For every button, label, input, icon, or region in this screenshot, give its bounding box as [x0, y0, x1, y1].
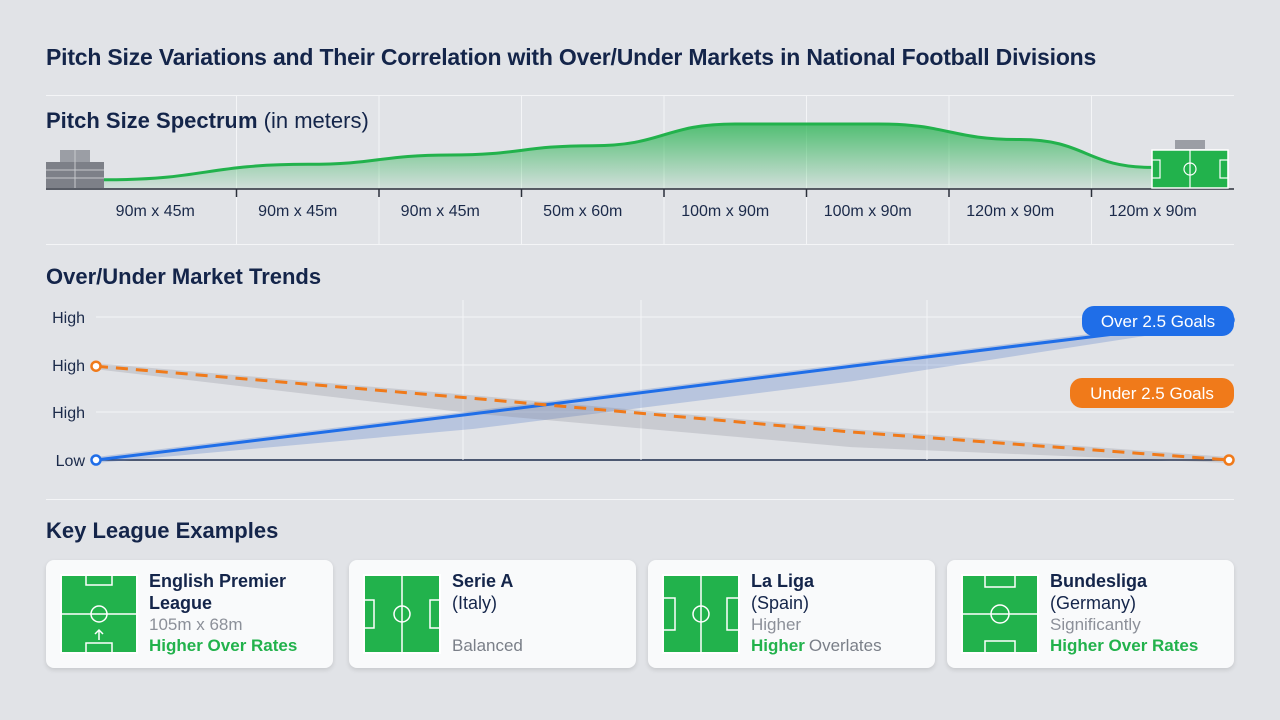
league-name: La Liga	[751, 571, 815, 591]
league-name: Bundesliga	[1050, 571, 1148, 591]
league-name-line2: League	[149, 593, 213, 613]
trend-point	[1223, 454, 1235, 466]
trend-point	[90, 454, 102, 466]
spectrum-tick-label: 100m x 90m	[681, 203, 769, 220]
spectrum-unit: (in meters)	[263, 108, 369, 133]
league-card-serie-a[interactable]: Serie A (Italy) Balanced	[349, 560, 636, 668]
trends-title: Over/Under Market Trends	[46, 264, 322, 289]
series-label-text: Over 2.5 Goals	[1101, 312, 1215, 331]
league-detail: Significantly	[1050, 615, 1141, 634]
over-goals-label	[1082, 306, 1234, 336]
league-card-bundesliga[interactable]: Bundesliga (Germany) Significantly Highe…	[947, 560, 1234, 668]
under-goals-label	[1070, 378, 1234, 408]
spectrum-tick-label: 100m x 90m	[824, 203, 912, 220]
league-trend: Higher	[751, 636, 805, 655]
league-country: (Italy)	[452, 593, 497, 613]
league-detail: Higher	[751, 615, 802, 634]
league-trend: Higher Over Rates	[1050, 636, 1199, 655]
trend-band	[96, 363, 1229, 463]
spectrum-tick-label: 50m x 60m	[543, 203, 622, 220]
league-detail	[452, 614, 628, 635]
divider-middle	[46, 244, 1234, 245]
over-under-trend-chart: High High High Low Over 2.5 Goals Under 2.5 …	[52, 300, 1235, 470]
league-trend: Balanced	[452, 636, 523, 655]
page-title: Pitch Size Variations and Their Correlat…	[46, 44, 1097, 70]
spectrum-line	[103, 122, 1153, 182]
league-name: English Premier	[149, 571, 287, 591]
pitch-size-spectrum-chart: 90m x 45m 90m x 45m 90m x 45m 50m x 60m 100m…	[46, 95, 1234, 244]
league-country: (Germany)	[1050, 593, 1137, 613]
spectrum-title: Pitch Size Spectrum (in meters)	[46, 108, 369, 134]
spectrum-tick-label: 90m x 45m	[116, 203, 195, 220]
spectrum-tick-label: 120m x 90m	[966, 203, 1054, 220]
league-card-premier-league[interactable]: English Premier League 105m x 68m Higher…	[46, 560, 333, 668]
league-name: Serie A	[452, 571, 514, 591]
spectrum-tick-label: 90m x 45m	[258, 203, 337, 220]
spectrum-title-text: Pitch Size Spectrum	[46, 108, 258, 133]
league-country: (Spain)	[751, 593, 810, 613]
pitch-icon	[363, 574, 441, 654]
trend-y-tick-label: High	[52, 358, 85, 375]
football-pitch-icon	[1151, 140, 1229, 189]
league-card-la-liga[interactable]: La Liga (Spain) Higher Higher Overlates	[648, 560, 935, 668]
spectrum-tick-label: 120m x 90m	[1109, 203, 1197, 220]
trend-y-tick-label: High	[52, 405, 85, 422]
pitch-icon	[60, 574, 138, 654]
trend-point	[90, 360, 102, 372]
league-detail: 105m x 68m	[149, 615, 243, 634]
divider-bottom	[46, 499, 1234, 500]
trend-y-tick-label: High	[52, 310, 85, 327]
pitch-icon	[662, 574, 740, 654]
leagues-title: Key League Examples	[46, 518, 279, 543]
under-goals-line	[95, 364, 1230, 462]
stadium-crowd-icon	[46, 150, 104, 188]
league-trend-suffix: Overlates	[808, 636, 882, 655]
divider-top	[46, 95, 1234, 96]
league-trend: Higher Over Rates	[149, 636, 298, 655]
spectrum-area	[104, 124, 1152, 189]
league-cards: English Premier League 105m x 68m Higher…	[46, 560, 1234, 668]
series-label-text: Under 2.5 Goals	[1090, 384, 1214, 403]
over-goals-line	[95, 318, 1230, 462]
trend-y-tick-label: Low	[56, 453, 86, 470]
spectrum-tick-label: 90m x 45m	[401, 203, 480, 220]
pitch-icon	[961, 574, 1039, 654]
